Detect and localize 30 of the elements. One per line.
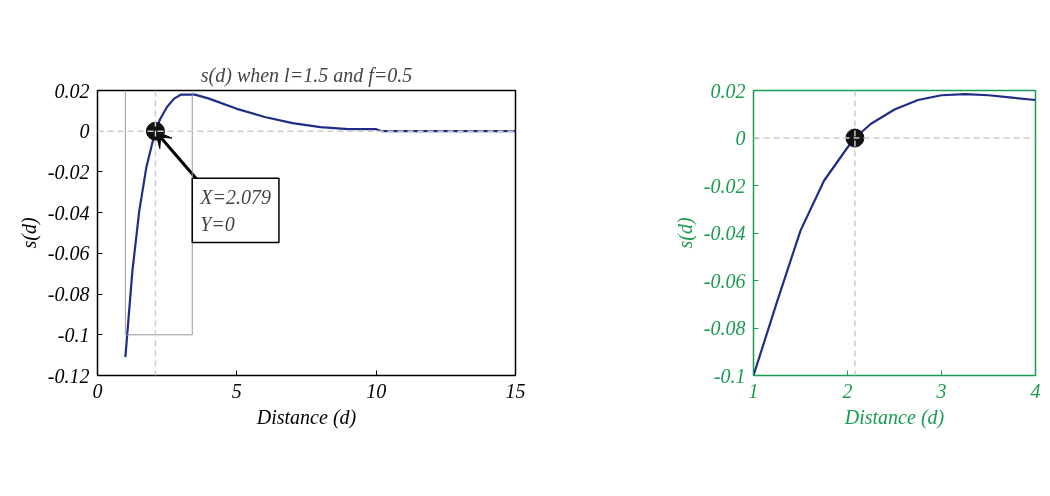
x-tick-label: 1 xyxy=(748,379,759,402)
y-tick-label: -0.04 xyxy=(47,201,90,224)
y-tick-label: -0.12 xyxy=(47,364,90,387)
y-tick-label: -0.06 xyxy=(703,269,746,292)
line-series xyxy=(753,92,1036,376)
y-tick-label: -0.02 xyxy=(703,174,746,197)
x-tick-label: 4 xyxy=(1030,379,1041,402)
y-tick-label: 0.02 xyxy=(710,79,746,102)
x-tick-label: 10 xyxy=(366,379,387,402)
y-tick-label: -0.08 xyxy=(47,283,90,306)
x-tick-label: 5 xyxy=(231,379,242,402)
chart-title: s(d) when l=1.5 and f=0.5 xyxy=(200,63,413,87)
y-tick-label: -0.1 xyxy=(57,323,90,346)
x-tick-label: 2 xyxy=(842,379,853,402)
x-axis-title: Distance (d) xyxy=(255,405,357,429)
line-series xyxy=(124,93,516,359)
y-axis-title: s(d) xyxy=(17,217,41,249)
y-tick-label: 0 xyxy=(735,127,746,149)
y-tick-label: -0.06 xyxy=(47,242,90,265)
y-tick-label: -0.02 xyxy=(47,160,90,183)
y-tick-label: -0.08 xyxy=(703,317,746,339)
y-tick-label: 0 xyxy=(79,120,90,143)
y-tick-label: 0.02 xyxy=(54,79,90,102)
x-tick-label: 3 xyxy=(935,379,947,402)
annotation: X=2.079 Y=0 xyxy=(199,186,271,235)
y-tick-label: -0.04 xyxy=(703,222,746,244)
x-axis-title: Distance (d) xyxy=(843,405,945,429)
y-tick-label: -0.1 xyxy=(713,364,746,387)
y-axis-title: s(d) xyxy=(673,217,697,249)
x-tick-label: 15 xyxy=(505,379,526,402)
